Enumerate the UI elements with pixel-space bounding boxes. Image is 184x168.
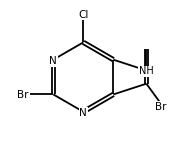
Text: NH: NH — [139, 66, 154, 76]
Text: Cl: Cl — [78, 10, 89, 19]
Text: Br: Br — [155, 102, 167, 112]
Text: N: N — [49, 56, 57, 66]
Text: N: N — [79, 108, 87, 118]
Text: Br: Br — [17, 90, 29, 100]
